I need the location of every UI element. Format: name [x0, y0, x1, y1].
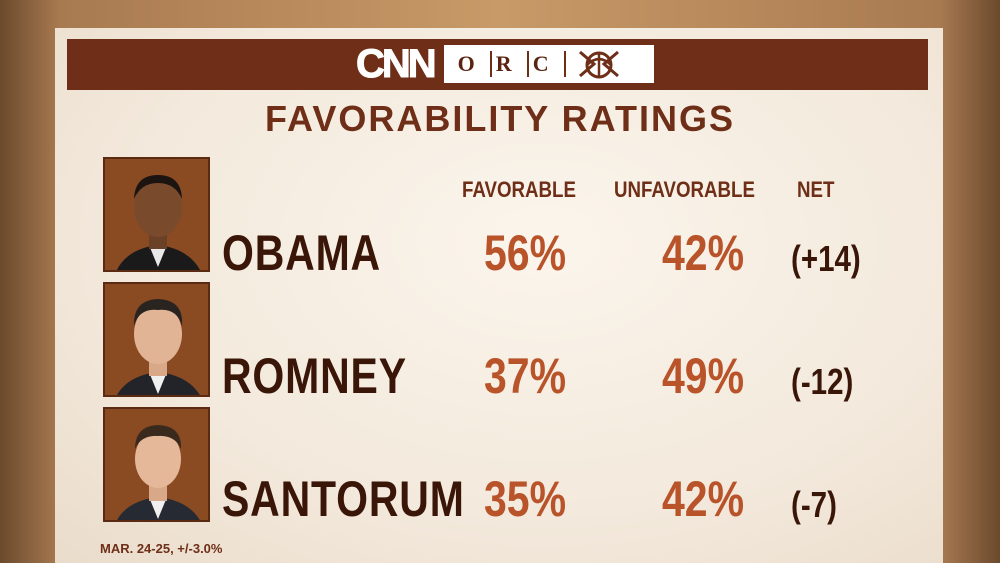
- column-header-unfavorable: UNFAVORABLE: [614, 177, 755, 202]
- net-value-obama: (+14): [791, 238, 861, 279]
- column-header-net: NET: [797, 177, 835, 202]
- santorum-photo: [103, 407, 210, 522]
- orc-letter-c: C: [529, 51, 566, 77]
- net-value-santorum: (-7): [791, 484, 837, 525]
- favorable-value-romney: 37%: [484, 348, 567, 404]
- column-header-favorable: FAVORABLE: [462, 177, 576, 202]
- orc-letter-r: R: [492, 51, 529, 77]
- chart-title: FAVORABILITY RATINGS: [264, 98, 735, 139]
- poll-footnote: MAR. 24-25, +/-3.0%: [100, 541, 223, 556]
- logo-group: CNN O R C: [352, 40, 654, 88]
- net-value-romney: (-12): [791, 361, 854, 402]
- favorable-value-obama: 56%: [484, 225, 567, 281]
- orc-logo: O R C: [443, 45, 654, 83]
- romney-photo: [103, 282, 210, 397]
- obama-photo: [103, 157, 210, 272]
- unfavorable-value-obama: 42%: [662, 225, 745, 281]
- candidate-name-obama: OBAMA: [222, 225, 381, 281]
- candidate-name-santorum: SANTORUM: [222, 471, 465, 527]
- cnn-logo: CNN: [356, 42, 438, 87]
- unfavorable-value-romney: 49%: [662, 348, 745, 404]
- orc-letter-o: O: [454, 51, 492, 77]
- favorable-value-santorum: 35%: [484, 471, 567, 527]
- candidate-name-romney: ROMNEY: [222, 348, 407, 404]
- globe-icon: [578, 50, 619, 79]
- unfavorable-value-santorum: 42%: [662, 471, 745, 527]
